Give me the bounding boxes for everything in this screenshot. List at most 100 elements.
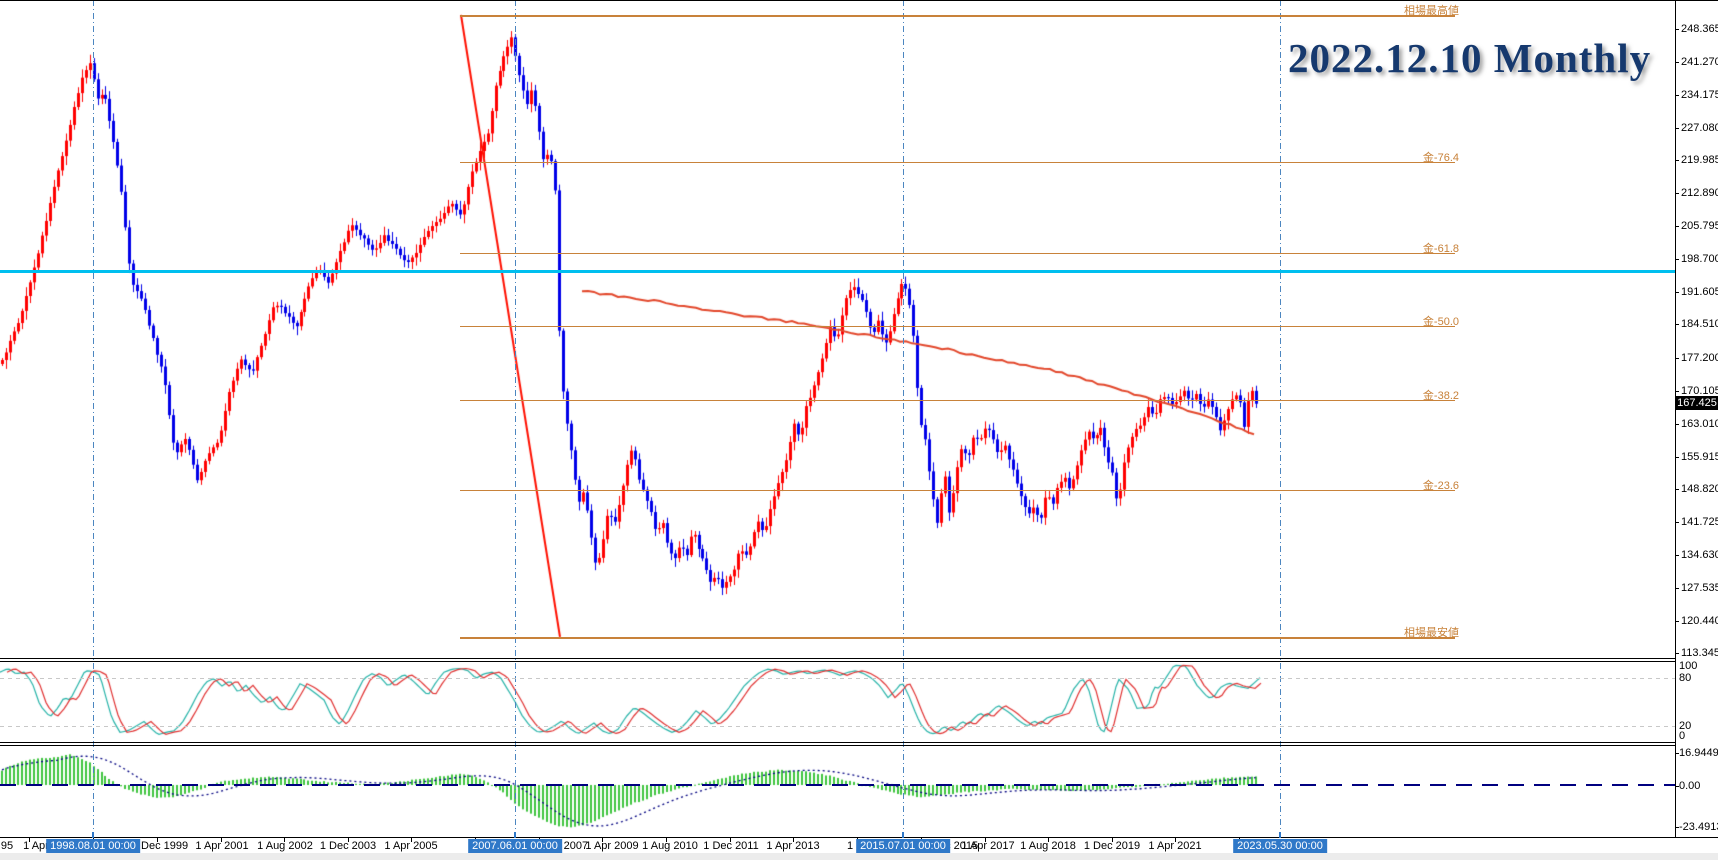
date-axis-label: 1 Apr 2009 <box>585 840 639 852</box>
vline-axis-tick <box>514 832 516 838</box>
price-axis-label: 163.010 <box>1681 417 1718 430</box>
date-tick <box>1175 838 1176 842</box>
vline-axis-tick <box>1279 832 1281 838</box>
date-axis-label: 1 Dec 2003 <box>319 840 377 852</box>
date-axis-label: 1 Aug 2002 <box>257 840 313 852</box>
date-tick <box>1048 838 1049 842</box>
vline-axis-tick <box>92 832 94 838</box>
date-axis-label: 1 Apr 2013 <box>766 840 820 852</box>
osma-axis-label: 0.00 <box>1679 780 1701 792</box>
fib-label: 相場最高値 <box>1404 5 1459 17</box>
date-highlight-box: 2023.05.30 00:00 <box>1233 839 1327 853</box>
date-axis-label: 1 Apr 2021 <box>1148 840 1202 852</box>
price-axis-label: 120.440 <box>1681 614 1718 627</box>
price-axis-label: 241.270 <box>1681 56 1718 68</box>
date-axis-label: 1 Apr <box>23 840 49 852</box>
date-tick <box>985 838 986 842</box>
price-tick <box>1675 160 1679 161</box>
date-tick <box>793 838 794 842</box>
price-tick <box>1675 456 1679 458</box>
price-axis-label: 234.175 <box>1681 88 1718 101</box>
date-axis-label: 1 Aug 2010 <box>642 840 698 852</box>
price-tick <box>1675 390 1679 392</box>
fib-label: 金-61.8 <box>1422 243 1459 255</box>
date-tick <box>348 838 349 842</box>
vertical-dashline[interactable] <box>515 0 516 837</box>
date-axis-label: 1 <box>846 840 854 852</box>
date-axis-label: 1 Apr 2001 <box>195 840 249 852</box>
stoch-axis-label: 80 <box>1679 672 1692 684</box>
panel-border <box>0 0 1718 1</box>
date-axis-label: 95 <box>0 840 14 852</box>
price-tick <box>1675 62 1679 63</box>
fib-line[interactable] <box>460 253 1455 254</box>
price-tick <box>1675 193 1679 194</box>
price-axis-label: 248.365 <box>1681 23 1718 35</box>
panel-border <box>0 661 1675 662</box>
panel-border <box>0 742 1675 743</box>
fib-label: 金-76.4 <box>1422 152 1459 164</box>
panel-border <box>0 837 1718 838</box>
fib-line[interactable] <box>460 399 1455 401</box>
fib-line[interactable] <box>460 15 1455 17</box>
price-axis-label: 170.105 <box>1681 384 1718 397</box>
price-tick <box>1675 258 1679 260</box>
date-tick <box>1112 838 1113 842</box>
vertical-dashline[interactable] <box>93 0 94 837</box>
osma-axis-label: -23.4913 <box>1679 821 1718 833</box>
date-tick <box>157 838 158 842</box>
price-tick <box>1675 291 1679 293</box>
date-axis-label: 1 Apr 2005 <box>384 840 438 852</box>
stoch-axis-label: 100 <box>1679 660 1698 672</box>
bottom-strip <box>0 853 1718 860</box>
date-highlight-box: 1998.08.01 00:00 <box>46 839 140 853</box>
panel-border <box>0 745 1675 746</box>
date-highlight-box: 2007.06.01 00:00 <box>468 839 562 853</box>
date-tick <box>666 838 667 842</box>
price-axis-label: 219.985 <box>1681 154 1718 166</box>
price-tick <box>1675 127 1679 129</box>
vertical-dashline[interactable] <box>903 0 904 837</box>
date-tick <box>730 838 731 842</box>
stoch-axis-label: 20 <box>1679 720 1692 732</box>
panel-border <box>0 658 1675 659</box>
price-tick <box>1675 358 1679 359</box>
price-tick <box>1675 489 1679 490</box>
fib-line[interactable] <box>460 326 1455 327</box>
price-tick <box>1675 587 1679 589</box>
fib-line[interactable] <box>460 490 1455 491</box>
date-axis-label: 1 Aug 2018 <box>1020 840 1076 852</box>
price-axis-label: 205.795 <box>1681 220 1718 232</box>
price-tick <box>1675 554 1679 556</box>
date-tick <box>221 838 222 842</box>
price-axis-label: 113.345 <box>1681 647 1718 659</box>
date-tick <box>411 838 412 842</box>
osma-axis-tick <box>1675 753 1679 754</box>
date-axis-label: 1 Dec 1999 <box>131 840 189 852</box>
stoch-level-line <box>0 678 1675 679</box>
stoch-level-line <box>0 726 1675 727</box>
price-axis-label: 184.510 <box>1681 318 1718 330</box>
date-tick <box>284 838 285 842</box>
price-axis-label: 134.630 <box>1681 548 1718 561</box>
fib-line[interactable] <box>460 162 1455 163</box>
vertical-dashline[interactable] <box>1280 0 1281 837</box>
price-tick <box>1675 94 1679 96</box>
date-axis-label: 1 Dec 2019 <box>1083 840 1141 852</box>
price-tick <box>1675 522 1679 523</box>
price-axis-label: 177.200 <box>1681 352 1718 364</box>
fib-line[interactable] <box>460 637 1455 639</box>
price-tick <box>1675 423 1679 425</box>
fib-label: 金-50.0 <box>1422 316 1459 328</box>
price-axis-label: 212.890 <box>1681 187 1718 199</box>
price-axis-label: 148.820 <box>1681 483 1718 495</box>
cyan-horizontal-line[interactable] <box>0 270 1675 273</box>
price-axis-line <box>1675 0 1676 837</box>
osma-axis-tick <box>1675 827 1679 828</box>
date-tick <box>602 838 603 842</box>
price-tick <box>1675 620 1679 622</box>
date-axis-label: 1 Apr 2017 <box>961 840 1015 852</box>
date-axis-label: 1 Dec 2011 <box>703 840 759 852</box>
price-axis-label: 141.725 <box>1681 516 1718 528</box>
